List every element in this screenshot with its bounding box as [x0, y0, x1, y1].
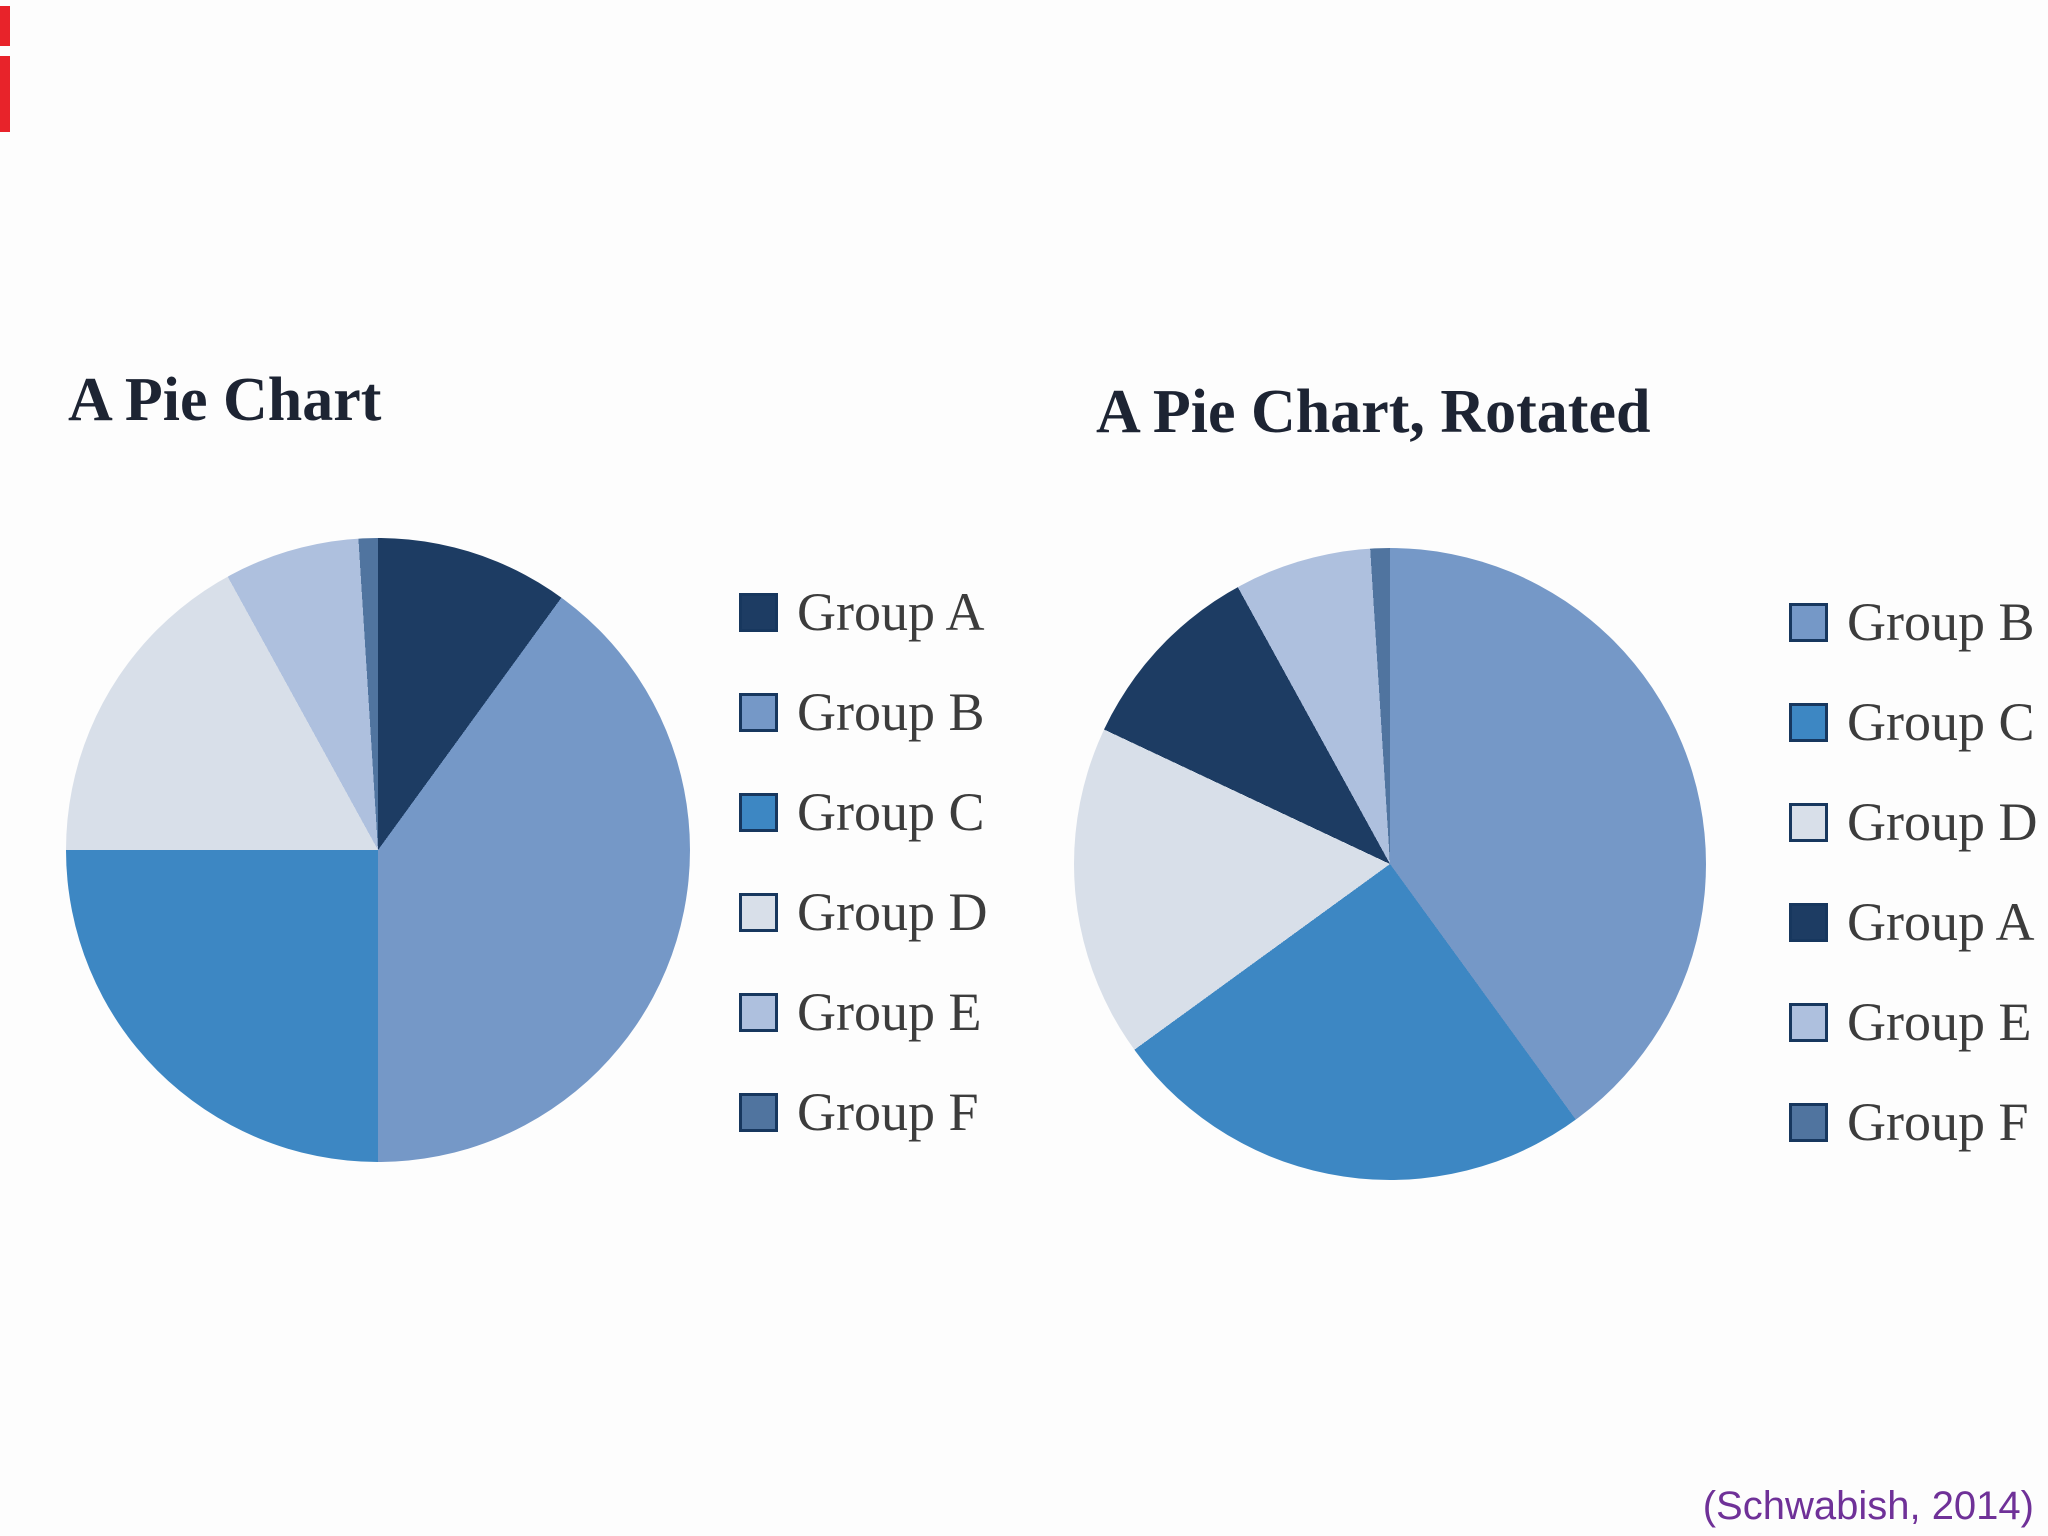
legend-swatch-icon — [739, 993, 778, 1032]
legend-label: Group E — [1847, 992, 2032, 1052]
legend-swatch-icon — [739, 1093, 778, 1132]
legend-swatch-icon — [739, 893, 778, 932]
legend-item-group-f: Group F — [739, 1082, 987, 1142]
legend-item-group-f: Group F — [1789, 1092, 2037, 1152]
legend-label: Group B — [797, 682, 985, 742]
legend-item-group-b: Group B — [739, 682, 987, 742]
legend-swatch-icon — [1789, 603, 1828, 642]
legend-label: Group A — [1847, 892, 2035, 952]
legend-swatch-icon — [1789, 903, 1828, 942]
legend-label: Group B — [1847, 592, 2035, 652]
pie-chart-right-rotated — [1074, 548, 1706, 1180]
legend-swatch-icon — [739, 693, 778, 732]
red-edge-mark — [0, 56, 10, 132]
right-chart-legend: Group B Group C Group D Group A Group E Group… — [1789, 592, 2038, 1203]
legend-label: Group C — [797, 782, 985, 842]
legend-item-group-b: Group B — [1789, 592, 2037, 652]
legend-swatch-icon — [1789, 1103, 1828, 1142]
legend-swatch-icon — [739, 793, 778, 832]
right-chart-title: A Pie Chart, Rotated — [1096, 378, 1651, 446]
legend-swatch-icon — [1789, 1003, 1828, 1042]
legend-item-group-c: Group C — [739, 782, 987, 842]
legend-label: Group D — [1847, 792, 2038, 852]
legend-item-group-e: Group E — [739, 982, 987, 1042]
legend-label: Group E — [797, 982, 982, 1042]
legend-label: Group D — [797, 882, 988, 942]
citation-text: (Schwabish, 2014) — [1702, 1484, 2034, 1528]
pie-chart-left — [66, 538, 690, 1162]
legend-item-group-d: Group D — [1789, 792, 2038, 852]
left-chart-title: A Pie Chart — [68, 366, 382, 434]
legend-swatch-icon — [1789, 703, 1828, 742]
legend-label: Group F — [1847, 1092, 2029, 1152]
red-edge-mark — [0, 6, 10, 46]
legend-label: Group A — [797, 582, 985, 642]
legend-item-group-a: Group A — [739, 582, 987, 642]
legend-item-group-e: Group E — [1789, 992, 2037, 1052]
legend-item-group-a: Group A — [1789, 892, 2037, 952]
legend-swatch-icon — [739, 593, 778, 632]
legend-item-group-d: Group D — [739, 882, 988, 942]
legend-swatch-icon — [1789, 803, 1828, 842]
left-chart-legend: Group A Group B Group C Group D Group E Group… — [739, 582, 988, 1193]
legend-label: Group F — [797, 1082, 979, 1142]
legend-item-group-c: Group C — [1789, 692, 2037, 752]
legend-label: Group C — [1847, 692, 2035, 752]
